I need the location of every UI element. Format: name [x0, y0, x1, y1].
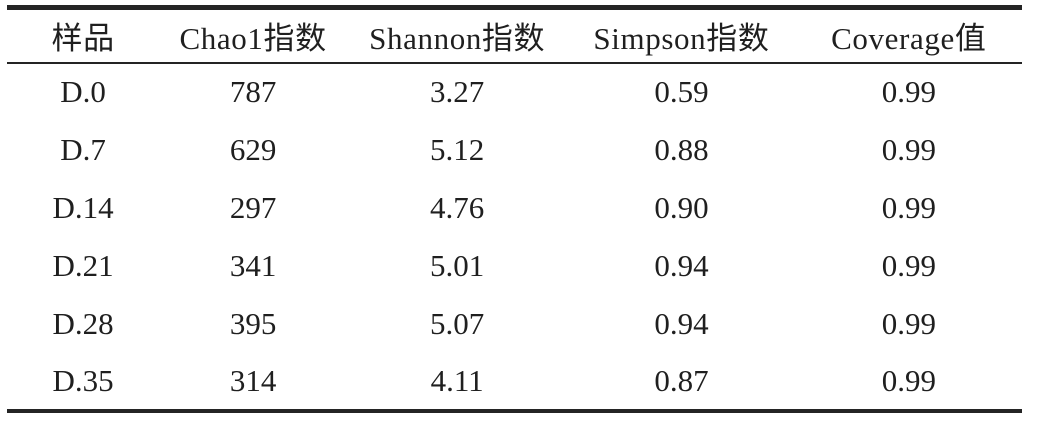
value-cell: 0.88	[654, 131, 709, 167]
value-cell: 0.99	[881, 131, 936, 167]
header-cell: 样品	[51, 21, 115, 57]
value-cell: 341	[229, 247, 277, 283]
value-cell: 787	[229, 74, 277, 109]
value-cell: 0.99	[881, 362, 936, 398]
value-cell: 0.94	[654, 305, 709, 341]
table-body: D.0 787 3.27 0.59 0.99 D.7 629 5.12 0.88 0.99 D.14…	[7, 63, 1022, 411]
header-cell: Simpson指数	[593, 21, 770, 57]
value-cell: 0.90	[654, 189, 709, 225]
header-cell: Chao1指数	[179, 21, 327, 57]
alpha-diversity-table: 样品 Chao1指数 Shannon指数 Simpson指数 Coverage值 D.0…	[7, 5, 1022, 413]
table-row: D.0 787 3.27 0.59 0.99	[7, 63, 1022, 121]
value-cell: 0.99	[881, 74, 936, 109]
value-cell: 0.99	[881, 305, 936, 341]
value-cell: 0.59	[654, 74, 709, 109]
value-cell: 395	[229, 305, 277, 341]
sample-cell: D.0	[60, 74, 106, 109]
value-cell: 3.27	[430, 74, 485, 109]
value-cell: 297	[229, 189, 277, 225]
value-cell: 0.94	[654, 247, 709, 283]
sample-cell: D.21	[52, 247, 114, 283]
value-cell: 0.87	[654, 362, 709, 398]
value-cell: 314	[229, 362, 277, 398]
table-row: D.14 297 4.76 0.90 0.99	[7, 179, 1022, 237]
table-header: 样品 Chao1指数 Shannon指数 Simpson指数 Coverage值	[7, 8, 1022, 63]
sample-cell: D.28	[52, 305, 114, 341]
header-cell: Shannon指数	[369, 21, 546, 57]
sample-cell: D.14	[52, 189, 114, 225]
header-row: 样品 Chao1指数 Shannon指数 Simpson指数 Coverage值	[7, 8, 1022, 63]
value-cell: 4.76	[430, 189, 485, 225]
table-row: D.7 629 5.12 0.88 0.99	[7, 121, 1022, 179]
value-cell: 629	[229, 131, 277, 167]
sample-cell: D.7	[60, 131, 106, 167]
value-cell: 0.99	[881, 247, 936, 283]
value-cell: 4.11	[430, 362, 484, 398]
value-cell: 0.99	[881, 189, 936, 225]
value-cell: 5.07	[430, 305, 485, 341]
sample-cell: D.35	[52, 362, 114, 398]
value-cell: 5.01	[430, 247, 485, 283]
table-row: D.28 395 5.07 0.94 0.99	[7, 295, 1022, 353]
value-cell: 5.12	[430, 131, 485, 167]
header-cell: Coverage值	[831, 21, 987, 57]
table-row: D.35 314 4.11 0.87 0.99	[7, 353, 1022, 411]
table-row: D.21 341 5.01 0.94 0.99	[7, 237, 1022, 295]
